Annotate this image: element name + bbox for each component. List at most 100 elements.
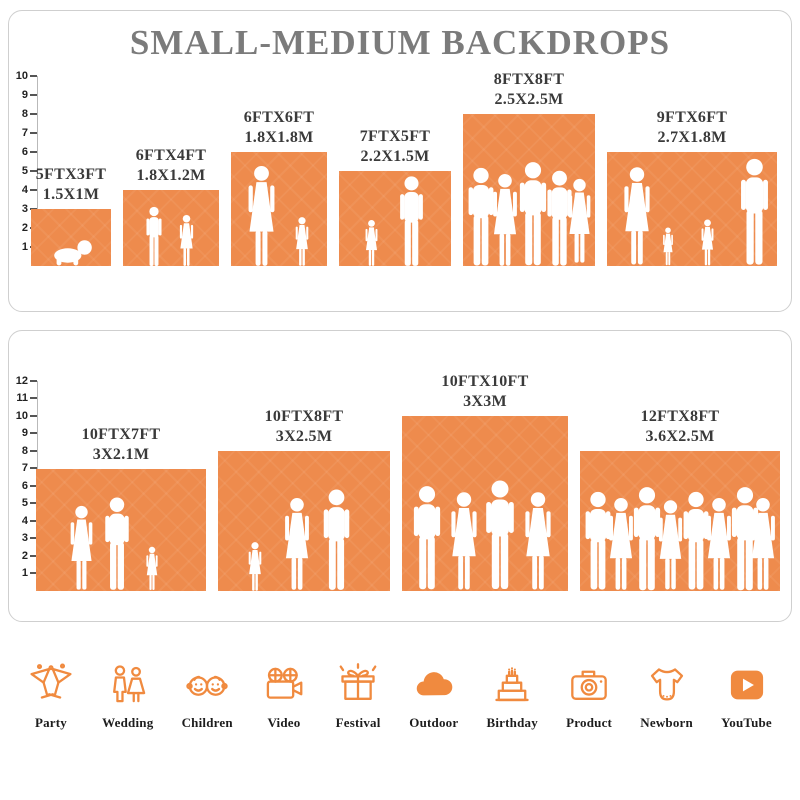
ruler-tick: 7 <box>12 127 37 139</box>
ruler-tick: 11 <box>12 392 37 404</box>
ruler-tick: 12 <box>12 375 37 387</box>
category-birthday: Birthday <box>487 662 538 731</box>
size-m-text: 1.8X1.8M <box>244 129 314 146</box>
ruler-tick: 8 <box>12 108 37 120</box>
people-silhouette <box>54 240 92 266</box>
festival-icon <box>339 663 377 700</box>
category-label: Video <box>267 715 301 730</box>
backdrop-size-label: 6FTX4FT 1.8X1.2M <box>96 146 246 186</box>
backdrop-bar-6x6 <box>231 152 327 266</box>
category-outdoor: Outdoor <box>409 662 458 731</box>
backdrop-size-label: 5FTX3FT 1.5X1M <box>0 165 146 205</box>
size-m-text: 3X3M <box>463 393 507 410</box>
ruler-tick: 4 <box>12 184 37 196</box>
people-silhouette <box>365 176 423 266</box>
people-silhouette <box>468 162 591 266</box>
size-m-text: 1.8X1.2M <box>136 167 206 184</box>
backdrop-bar-12x8 <box>580 451 780 591</box>
ruler-tick: 1 <box>12 567 37 579</box>
category-label: Newborn <box>640 715 693 730</box>
size-m-text: 2.5X2.5M <box>494 91 564 108</box>
size-ft-text: 6FTX4FT <box>135 147 207 164</box>
category-label: Wedding <box>102 715 154 730</box>
backdrop-size-label: 10FTX10FT 3X3M <box>410 372 560 412</box>
backdrop-bar-10x7 <box>36 469 206 591</box>
newborn-icon <box>650 668 683 701</box>
birthday-icon <box>495 667 529 702</box>
category-label: Outdoor <box>409 715 459 730</box>
size-m-text: 3.6X2.5M <box>645 428 715 445</box>
ruler-tick: 9 <box>12 89 37 101</box>
ruler-tick: 6 <box>12 480 37 492</box>
size-ft-text: 8FTX8FT <box>493 71 565 88</box>
people-silhouette <box>413 480 551 590</box>
category-product: Product <box>566 662 612 731</box>
backdrop-bar-10x8 <box>218 451 390 591</box>
size-m-text: 3X2.1M <box>92 446 150 463</box>
ruler-tick: 10 <box>12 70 37 82</box>
backdrop-bar-5x3 <box>31 209 111 266</box>
wedding-icon <box>112 665 146 703</box>
size-ft-text: 12FTX8FT <box>640 408 720 425</box>
category-label: Party <box>34 715 68 730</box>
size-ft-text: 6FTX6FT <box>243 109 315 126</box>
backdrop-bar-9x6 <box>607 152 777 266</box>
category-label: Festival <box>335 715 381 730</box>
size-ft-text: 10FTX10FT <box>441 373 529 390</box>
size-ft-text: 10FTX7FT <box>81 426 161 443</box>
size-ft-text: 10FTX8FT <box>264 408 344 425</box>
ruler-tick: 6 <box>12 146 37 158</box>
ruler-tick: 8 <box>12 445 37 457</box>
backdrop-size-label: 12FTX8FT 3.6X2.5M <box>605 407 755 447</box>
outdoor-icon <box>416 672 453 696</box>
backdrop-size-label: 8FTX8FT 2.5X2.5M <box>454 70 604 110</box>
backdrop-size-label: 10FTX8FT 3X2.5M <box>229 407 379 447</box>
video-icon <box>266 667 303 699</box>
people-silhouette <box>70 497 158 590</box>
page-title: SMALL-MEDIUM BACKDROPS <box>129 23 671 62</box>
size-m-text: 2.7X1.8M <box>657 129 727 146</box>
party-icon <box>30 663 72 699</box>
category-newborn: Newborn <box>640 662 693 731</box>
product-icon <box>571 670 607 700</box>
large-panel: 1 2 3 4 5 6 7 8 9 10 11 12 10FTX7FT 3X2.… <box>8 330 792 622</box>
backdrop-size-label: 9FTX6FT 2.7X1.8M <box>617 108 767 148</box>
category-label: YouTube <box>721 715 772 730</box>
size-ft-text: 5FTX3FT <box>35 166 107 183</box>
children-icon <box>186 675 228 696</box>
backdrop-bar-6x4 <box>123 190 219 266</box>
ruler-tick: 9 <box>12 427 37 439</box>
backdrop-size-label: 10FTX7FT 3X2.1M <box>46 425 196 465</box>
people-silhouette <box>248 489 350 591</box>
backdrop-bar-8x8 <box>463 114 595 266</box>
people-silhouette <box>248 165 309 266</box>
ruler-tick: 10 <box>12 410 37 422</box>
people-silhouette <box>585 487 775 591</box>
size-m-text: 1.5X1M <box>42 186 100 203</box>
size-ft-text: 7FTX5FT <box>359 128 431 145</box>
category-label: Product <box>566 715 613 730</box>
category-wedding: Wedding <box>102 662 153 731</box>
category-video: Video <box>261 662 307 731</box>
ruler-tick: 5 <box>12 165 37 177</box>
backdrop-bar-7x5 <box>339 171 451 266</box>
people-silhouette <box>624 158 768 266</box>
size-ft-text: 9FTX6FT <box>656 109 728 126</box>
ruler-tick: 7 <box>12 462 37 474</box>
ruler-tick: 2 <box>12 550 37 562</box>
size-m-text: 3X2.5M <box>275 428 333 445</box>
ruler-tick: 5 <box>12 497 37 509</box>
category-children: Children <box>182 662 233 731</box>
category-label: Children <box>181 715 233 730</box>
small-medium-panel: SMALL-MEDIUM BACKDROPS 1 2 3 4 5 6 7 8 9… <box>8 10 792 312</box>
backdrop-size-label: 6FTX6FT 1.8X1.8M <box>204 108 354 148</box>
backdrop-size-label: 7FTX5FT 2.2X1.5M <box>320 127 470 167</box>
people-silhouette <box>146 206 194 266</box>
category-label: Birthday <box>486 715 538 730</box>
size-m-text: 2.2X1.5M <box>360 148 430 165</box>
ruler-line <box>37 76 38 266</box>
category-party: Party <box>28 662 74 731</box>
backdrop-bar-10x10 <box>402 416 568 591</box>
category-festival: Festival <box>335 662 381 731</box>
